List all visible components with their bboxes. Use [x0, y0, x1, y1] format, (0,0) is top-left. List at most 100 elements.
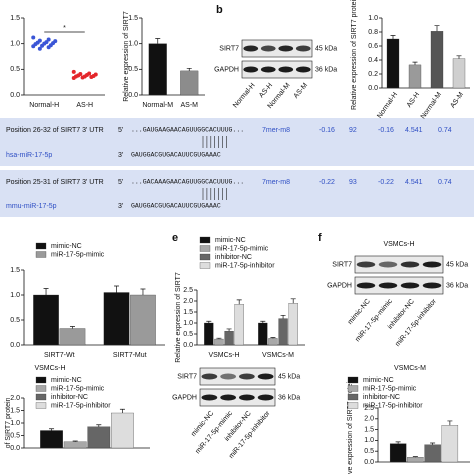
bar	[234, 304, 244, 346]
y-tick-label: 0.5	[183, 331, 193, 338]
table-cell: 3'	[118, 152, 123, 159]
table-cell: -0.22	[378, 179, 394, 186]
error-bar	[280, 314, 286, 319]
y-tick-label: 1.0	[10, 41, 20, 48]
legend-label: mimic-NC	[363, 377, 394, 384]
bar	[452, 58, 466, 89]
y-axis-label: Relative expression of SIRT7	[175, 272, 182, 363]
blot-band	[278, 66, 294, 73]
legend-swatch	[199, 245, 211, 252]
blot-band	[201, 373, 218, 380]
blot-band	[220, 394, 236, 401]
error-bar	[434, 25, 440, 32]
error-bar	[395, 441, 401, 444]
x-tick-label: VSMCs-M	[262, 352, 294, 359]
bar	[258, 322, 268, 346]
blot-band	[260, 45, 276, 52]
panel-label: e	[172, 232, 178, 244]
error-bar	[43, 288, 49, 295]
blot-band	[239, 373, 255, 380]
error-bar	[412, 456, 418, 458]
error-bar	[430, 442, 436, 445]
bar	[430, 31, 444, 89]
error-bar	[260, 320, 266, 323]
blot-protein: SIRT7	[177, 373, 197, 380]
blot-band	[378, 261, 398, 268]
y-axis-label: Relative expression of SIRT7	[123, 11, 130, 102]
chart-title: VSMCs-H	[34, 365, 65, 372]
data-point	[31, 44, 36, 49]
table-cell: -0.16	[378, 127, 394, 134]
row-label: mmu-miR-17-5p	[6, 203, 57, 210]
blot-band	[356, 282, 376, 289]
blot-band	[201, 394, 218, 401]
y-tick-label: 0.0	[183, 342, 193, 349]
x-tick-label: Normal-H	[376, 91, 399, 120]
data-point	[71, 69, 76, 74]
error-bar	[155, 38, 161, 44]
blot-band	[295, 45, 311, 52]
legend-swatch	[35, 376, 47, 384]
y-tick-label: 2.5	[183, 287, 193, 294]
bar	[63, 441, 87, 449]
blot-membrane	[241, 39, 313, 58]
legend-label: miR-17-5p-inhibitor	[51, 402, 111, 409]
legend-label: miR-17-5p-inhibitor	[363, 402, 423, 409]
bar	[288, 303, 298, 346]
legend-swatch	[347, 393, 359, 401]
bar	[59, 328, 86, 346]
legend-label: inhibitor-NC	[363, 394, 400, 401]
table-cell: 5'	[118, 127, 123, 134]
bar	[408, 64, 422, 89]
legend-label: mimic-NC	[51, 243, 82, 250]
bar	[278, 318, 288, 346]
y-tick-label: 2.0	[183, 298, 193, 305]
blot-size: 45 kDa	[315, 45, 337, 52]
x-tick-label: AS-M	[181, 102, 199, 109]
legend-swatch	[199, 262, 211, 269]
table-cell: 7mer-m8	[262, 179, 290, 186]
lane-label: AS-M	[293, 82, 310, 100]
bar	[130, 294, 156, 346]
blot-band	[400, 261, 420, 268]
pairing-lines	[202, 136, 227, 148]
legend-label: inhibitor-NC	[215, 254, 252, 261]
chart-title: VSMCs-M	[394, 365, 426, 372]
legend-swatch	[35, 251, 47, 258]
blot-membrane	[199, 367, 276, 386]
bar	[111, 412, 134, 449]
x-tick-label: Normal-H	[29, 102, 59, 109]
y-tick-label: 1.0	[10, 420, 20, 427]
error-bar	[216, 337, 222, 340]
y-tick-label: 1.5	[183, 309, 193, 316]
error-bar	[206, 320, 212, 323]
table-row-bg	[0, 118, 474, 166]
y-tick-label: 1.0	[128, 41, 138, 48]
blot-membrane	[241, 60, 313, 79]
blot-band	[422, 282, 442, 289]
bar	[441, 425, 459, 463]
blot-band	[260, 66, 276, 73]
y-tick-label: 0.4	[368, 57, 378, 64]
legend-swatch	[199, 253, 211, 261]
table-cell: 3'	[118, 203, 123, 210]
blot-band	[243, 45, 259, 52]
legend-label: miR-17-5p-mimic	[215, 245, 269, 252]
legend-swatch	[347, 402, 359, 409]
y-tick-label: 1.5	[128, 15, 138, 22]
y-tick-label: 1.0	[368, 15, 378, 22]
blot-protein: SIRT7	[332, 261, 352, 268]
table-cell: 92	[349, 127, 357, 134]
blot-size: 36 kDa	[446, 282, 468, 289]
error-bar	[412, 61, 418, 65]
annotation: *	[63, 25, 66, 32]
blot-band	[278, 45, 294, 52]
y-tick-label: 0.0	[10, 445, 20, 452]
bar	[87, 426, 111, 449]
x-tick-label: AS-H	[406, 91, 421, 109]
sequence: ...GAUGAAGAACAGUUGGCACUUUG...	[131, 127, 244, 134]
legend-label: miR-17-5p-inhibitor	[215, 262, 275, 269]
table-cell: -0.22	[319, 179, 335, 186]
bar	[204, 322, 214, 346]
